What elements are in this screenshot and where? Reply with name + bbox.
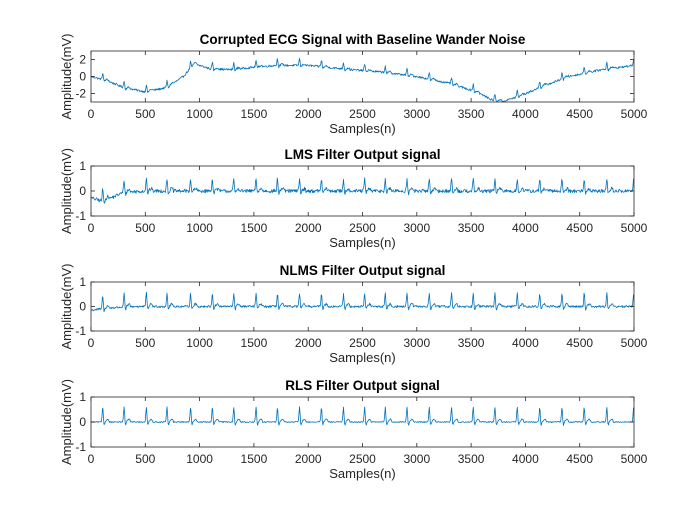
x-tick-label: 5000: [621, 221, 648, 235]
x-tick-label: 500: [135, 452, 155, 466]
y-tick-label: -1: [75, 209, 86, 223]
x-tick-label: 2500: [349, 336, 376, 350]
x-tick-label: 4500: [566, 107, 593, 121]
x-tick-label: 4500: [566, 336, 593, 350]
x-tick-label: 500: [135, 336, 155, 350]
series-line-nlms_output: [91, 291, 635, 313]
chart-panel-2: 0 500 1000 1500 2000 2500 3000 3500 4000 4500 5000…: [59, 147, 648, 250]
x-tick-label: 1000: [186, 452, 213, 466]
x-tick-label: 500: [135, 107, 155, 121]
x-tick-label: 2000: [295, 221, 322, 235]
plot-area: [91, 51, 634, 102]
x-tick-label: 0: [88, 221, 95, 235]
y-tick-label: 1: [79, 275, 86, 289]
y-tick-label: -1: [75, 324, 86, 338]
x-tick-label: 4000: [512, 452, 539, 466]
x-tick-label: 3500: [458, 221, 485, 235]
x-tick-label: 2500: [349, 221, 376, 235]
y-axis-label: Amplitude(mV): [59, 379, 74, 465]
x-tick-label: 3500: [458, 452, 485, 466]
y-tick-label: 0: [79, 415, 86, 429]
x-tick-label: 3000: [403, 107, 430, 121]
y-tick-label: 1: [79, 159, 86, 173]
y-axis-label: Amplitude(mV): [59, 34, 74, 120]
x-tick-label: 5000: [621, 336, 648, 350]
chart-panel-3: 0 500 1000 1500 2000 2500 3000 3500 4000 4500 5000…: [59, 263, 648, 365]
x-tick-label: 2500: [349, 452, 376, 466]
y-tick-label: -2: [75, 87, 86, 101]
x-tick-label: 0: [88, 107, 95, 121]
series-line-lms_output: [90, 177, 635, 204]
x-tick-label: 3000: [403, 221, 430, 235]
x-tick-label: 5000: [621, 452, 648, 466]
x-tick-label: 3000: [403, 336, 430, 350]
x-axis-label: Samples(n): [329, 121, 395, 136]
y-tick-label: 0: [79, 300, 86, 314]
chart-title: LMS Filter Output signal: [285, 147, 441, 162]
y-tick-label: 1: [79, 390, 86, 404]
x-tick-label: 3500: [458, 336, 485, 350]
x-axis-label: Samples(n): [329, 350, 395, 365]
chart-panel-4: 0 500 1000 1500 2000 2500 3000 3500 4000 4500 5000…: [59, 378, 648, 481]
x-tick-label: 4000: [512, 336, 539, 350]
y-tick-label: 2: [79, 53, 86, 67]
x-tick-label: 1500: [241, 221, 268, 235]
x-tick-label: 4500: [566, 221, 593, 235]
x-tick-label: 2000: [295, 107, 322, 121]
x-tick-label: 1000: [186, 221, 213, 235]
chart-title: NLMS Filter Output signal: [280, 263, 446, 278]
x-axis-label: Samples(n): [329, 235, 395, 250]
x-tick-label: 4500: [566, 452, 593, 466]
x-tick-label: 1000: [186, 336, 213, 350]
x-tick-label: 4000: [512, 107, 539, 121]
y-tick-label: -1: [75, 440, 86, 454]
y-axis-label: Amplitude(mV): [59, 148, 74, 234]
series-line-rls_output: [90, 406, 635, 426]
x-tick-label: 5000: [621, 107, 648, 121]
x-tick-label: 1000: [186, 107, 213, 121]
y-axis-label: Amplitude(mV): [59, 264, 74, 350]
chart-panel-1: 0 500 1000 1500 2000 2500 3000 3500 4000 4500 5000…: [59, 32, 648, 136]
y-tick-label: 0: [79, 70, 86, 84]
x-tick-label: 1500: [241, 452, 268, 466]
x-tick-label: 1500: [241, 107, 268, 121]
series-line-corrupted: [90, 57, 635, 103]
x-tick-label: 0: [88, 336, 95, 350]
x-tick-label: 3500: [458, 107, 485, 121]
x-tick-label: 2000: [295, 336, 322, 350]
x-tick-label: 500: [135, 221, 155, 235]
y-tick-label: 0: [79, 184, 86, 198]
chart-title: RLS Filter Output signal: [285, 378, 440, 393]
x-tick-label: 4000: [512, 221, 539, 235]
x-tick-label: 2500: [349, 107, 376, 121]
x-tick-label: 1500: [241, 336, 268, 350]
x-tick-label: 2000: [295, 452, 322, 466]
x-axis-label: Samples(n): [329, 466, 395, 481]
x-tick-label: 3000: [403, 452, 430, 466]
chart-title: Corrupted ECG Signal with Baseline Wande…: [200, 32, 526, 47]
x-tick-label: 0: [88, 452, 95, 466]
